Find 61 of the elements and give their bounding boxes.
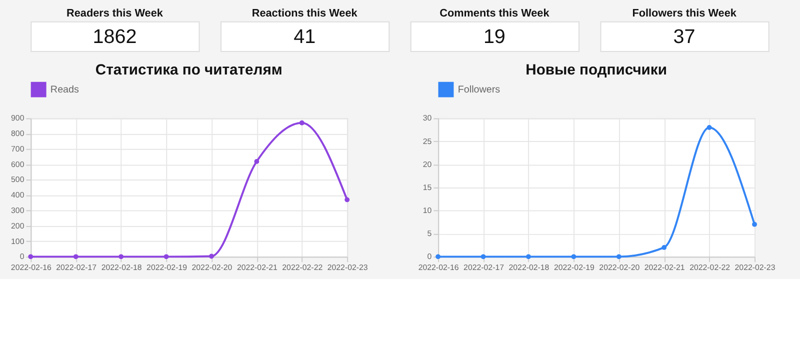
y-tick-label: 300 (11, 206, 25, 216)
point (706, 125, 712, 130)
point (436, 254, 441, 260)
x-tick-label: 2022-02-22 (282, 263, 323, 272)
text: Reactions this Week (252, 7, 358, 20)
x-tick-label: 2022-02-19 (146, 263, 188, 272)
point (526, 254, 531, 260)
y-tick-label: 10 (422, 206, 432, 216)
text: Readers this Week (66, 7, 164, 20)
y-tick-label: 30 (422, 114, 432, 123)
x-tick-label: 2022-02-20 (599, 263, 640, 272)
point (209, 254, 214, 259)
text: 37 (673, 26, 696, 48)
text: 19 (483, 26, 506, 48)
x-tick-label: 2022-02-17 (464, 263, 504, 272)
y-tick-label: 700 (11, 144, 25, 154)
y-tick-label: 600 (11, 160, 25, 169)
x-tick-label: 2022-02-21 (236, 263, 278, 272)
point (616, 254, 622, 260)
y-tick-label: 25 (422, 136, 432, 146)
x-tick-label: 2022-02-22 (690, 263, 730, 272)
y-tick-label: 800 (11, 129, 25, 138)
point (164, 254, 169, 260)
x-tick-label: 2022-02-20 (192, 263, 233, 272)
point (662, 244, 667, 250)
y-tick-label: 5 (427, 229, 432, 238)
y-tick-label: 20 (422, 160, 432, 169)
point (571, 254, 576, 260)
x-tick-label: 2022-02-19 (554, 263, 595, 272)
y-tick-label: 15 (422, 182, 432, 192)
y-tick-label: 0 (427, 252, 432, 262)
y-tick-label: 400 (11, 190, 25, 200)
x-tick-label: 2022-02-17 (56, 263, 97, 272)
point (299, 120, 304, 126)
chart-title: Новые подписчики (526, 62, 667, 79)
x-tick-label: 2022-02-16 (10, 263, 52, 272)
x-tick-label: 2022-02-18 (508, 263, 550, 272)
y-tick-label: 200 (11, 221, 25, 230)
y-tick-label: 0 (20, 252, 25, 262)
text: Comments this Week (440, 7, 550, 20)
x-tick-label: 2022-02-21 (644, 263, 686, 272)
text: Followers this Week (632, 7, 738, 20)
point (344, 197, 350, 202)
x-tick-label: 2022-02-23 (327, 263, 368, 272)
point (73, 254, 78, 260)
y-tick-label: 100 (11, 236, 25, 246)
x-tick-label: 2022-02-16 (418, 263, 460, 272)
legend-label: Reads (50, 84, 80, 96)
chart-title: Статистика по читателям (95, 62, 282, 79)
point (752, 222, 757, 227)
point (118, 254, 124, 260)
point (254, 158, 260, 164)
y-tick-label: 900 (11, 114, 25, 123)
legend-label: Followers (458, 84, 500, 96)
point (28, 254, 34, 260)
x-tick-label: 2022-02-18 (101, 263, 142, 272)
text: 41 (294, 26, 316, 48)
text: 1862 (92, 26, 137, 48)
point (480, 254, 486, 260)
y-tick-label: 500 (11, 175, 25, 184)
x-tick-label: 2022-02-23 (734, 263, 776, 272)
